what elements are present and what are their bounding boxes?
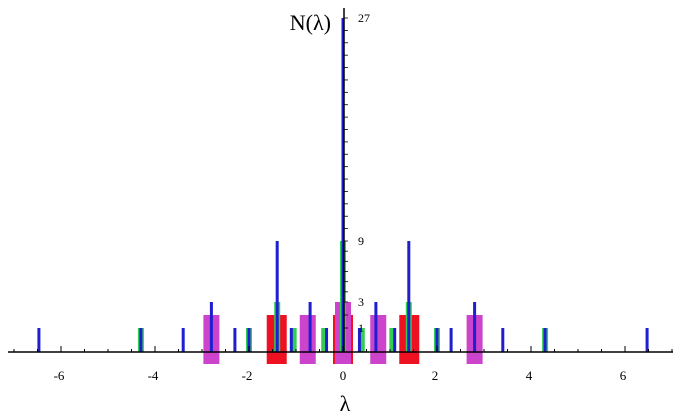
blue-spike bbox=[435, 328, 439, 352]
green-spike bbox=[290, 328, 297, 352]
y-axis-title: N(λ) bbox=[290, 10, 331, 35]
y-tick-label: 27 bbox=[358, 11, 370, 25]
blue-spike bbox=[233, 328, 237, 352]
blue-spike bbox=[37, 328, 41, 352]
blue-spike bbox=[209, 302, 213, 352]
x-tick-label: 2 bbox=[432, 368, 439, 383]
axes bbox=[8, 8, 673, 353]
blue-spike bbox=[181, 328, 185, 352]
blue-spike bbox=[501, 328, 505, 352]
x-tick-label: 4 bbox=[526, 368, 533, 383]
plot-marks bbox=[37, 18, 649, 364]
green-spike bbox=[321, 328, 328, 352]
x-tick-label: 6 bbox=[620, 368, 627, 383]
axis-ticks: -6 -4 -2 0 2 4 6 1 3 9 27 bbox=[13, 11, 673, 383]
blue-spike bbox=[374, 302, 378, 352]
y-tick-label: 9 bbox=[358, 234, 364, 248]
blue-spike bbox=[407, 241, 411, 352]
x-tick-label: -4 bbox=[148, 368, 159, 383]
x-tick-label: -2 bbox=[242, 368, 253, 383]
green-spike bbox=[389, 328, 396, 352]
x-axis-title: λ bbox=[340, 391, 351, 416]
blue-spike bbox=[645, 328, 649, 352]
blue-spike bbox=[473, 302, 477, 352]
blue-spike bbox=[308, 302, 312, 352]
y-tick-label: 3 bbox=[358, 295, 364, 309]
blue-spike bbox=[325, 328, 329, 352]
blue-spike bbox=[543, 328, 547, 352]
x-tick-label: 0 bbox=[340, 368, 347, 383]
x-tick-label: -6 bbox=[54, 368, 65, 383]
magenta-box bbox=[299, 315, 316, 364]
blue-spike bbox=[139, 328, 143, 352]
green-spike bbox=[358, 328, 365, 352]
blue-spike bbox=[341, 18, 345, 352]
y-tick-label: 1 bbox=[358, 321, 364, 335]
blue-spike bbox=[275, 241, 279, 352]
blue-spike bbox=[393, 328, 397, 352]
blue-spike bbox=[357, 328, 361, 352]
magenta-box bbox=[370, 315, 387, 364]
blue-spike bbox=[449, 328, 453, 352]
blue-spike bbox=[247, 328, 251, 352]
blue-spike bbox=[289, 328, 293, 352]
